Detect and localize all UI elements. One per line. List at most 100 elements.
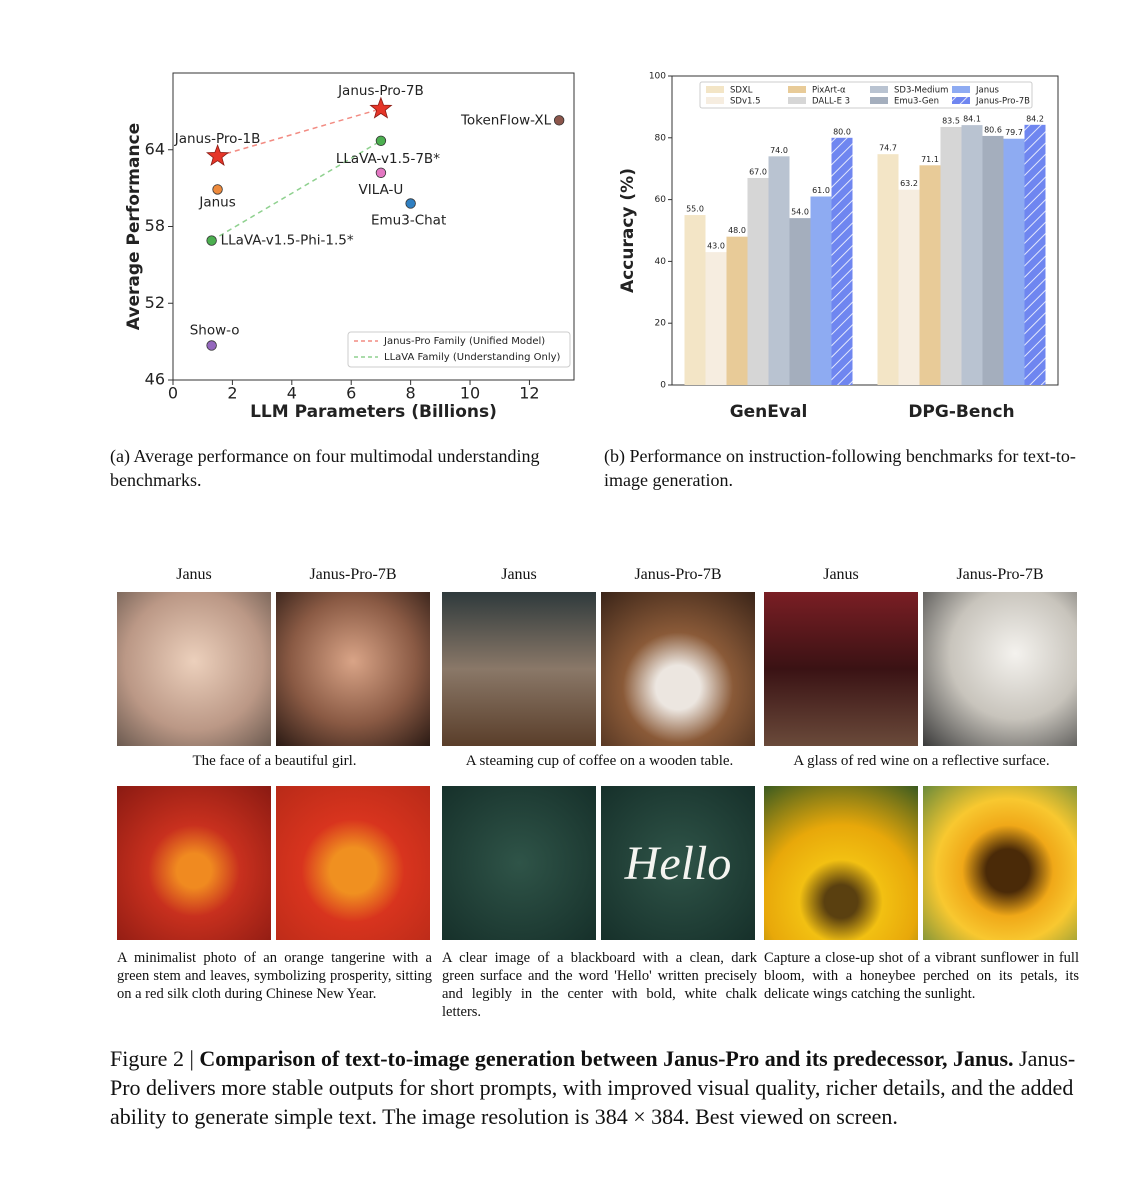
legend-swatch [952, 86, 970, 93]
y-tick-label: 64 [145, 139, 165, 158]
x-tick-label: 4 [287, 384, 297, 403]
prompt: A glass of red wine on a reflective surf… [793, 753, 1050, 769]
point-label: LLaVA-v1.5-7B* [336, 151, 440, 167]
bar [810, 196, 832, 385]
point-label: LLaVA-v1.5-Phi-1.5* [221, 233, 354, 249]
caption-a: (a) Average performance on four multimod… [110, 446, 540, 490]
bar [1003, 138, 1025, 385]
bar [684, 215, 706, 385]
point-label: Janus-Pro-1B [174, 131, 261, 147]
legend-hatch [952, 97, 970, 104]
generated-image: Hello [601, 786, 755, 940]
bar [705, 252, 727, 385]
legend-label: PixArt-α [812, 86, 846, 96]
point [206, 235, 217, 246]
bar [961, 125, 983, 386]
value-label: 74.0 [770, 146, 788, 155]
figure-body: Janus-Pro delivers more stable outputs f… [110, 1046, 1076, 1129]
legend-box [699, 81, 1033, 109]
value-label: 63.2 [900, 179, 918, 188]
generated-image [117, 592, 271, 746]
y-axis-label: Accuracy (%) [618, 168, 638, 293]
family-line [211, 140, 382, 242]
legend-box [347, 331, 571, 368]
generated-image [276, 786, 430, 940]
legend-label: SDv1.5 [730, 97, 761, 107]
bar [898, 189, 920, 385]
legend-swatch [870, 86, 888, 93]
y-axis-label: Average Performance [124, 123, 144, 330]
generated-image [442, 786, 596, 940]
value-label: 80.0 [833, 127, 851, 136]
bar [940, 126, 962, 386]
figure-title: Comparison of text-to-image generation b… [199, 1046, 1014, 1071]
y-tick-label: 58 [145, 216, 165, 235]
value-label: 80.6 [984, 125, 1002, 134]
legend-label: Emu3-Gen [894, 97, 939, 107]
generated-image [601, 592, 755, 746]
legend-label: DALL-E 3 [812, 97, 850, 107]
legend-label: Janus-Pro-7B [975, 97, 1030, 107]
bar [726, 236, 748, 385]
point [375, 167, 387, 178]
bar [919, 165, 941, 385]
x-tick-label: 0 [168, 384, 178, 403]
x-tick-label: 10 [460, 384, 480, 403]
value-label: 43.0 [707, 242, 725, 251]
legend-label: SD3-Medium [894, 86, 948, 96]
prompt: A steaming cup of coffee on a wooden tab… [465, 753, 734, 769]
y-tick-label: 52 [145, 293, 165, 312]
generated-image [923, 786, 1077, 940]
point-star [206, 143, 230, 166]
y-tick-label: 100 [649, 72, 666, 82]
legend-swatch [788, 97, 806, 104]
generated-image [442, 592, 596, 746]
point [375, 135, 387, 146]
y-tick-label: 20 [655, 319, 667, 329]
value-label: 67.0 [749, 167, 767, 176]
bar [747, 177, 769, 385]
value-label: 54.0 [791, 208, 809, 217]
caption-b: (b) Performance on instruction-following… [604, 446, 1076, 490]
category-label: DPG-Bench [908, 402, 1014, 422]
point-label: TokenFlow-XL [460, 112, 552, 128]
generated-image [923, 592, 1077, 746]
column-header: Janus [823, 566, 859, 583]
column-header: Janus [501, 566, 537, 583]
prompt: Capture a close-up shot of a vibrant sun… [764, 950, 1079, 1002]
x-tick-label: 12 [519, 384, 539, 403]
column-header: Janus [176, 566, 212, 583]
column-header: Janus-Pro-7B [634, 566, 722, 583]
value-label: 48.0 [728, 226, 746, 235]
plot-frame [671, 75, 1059, 386]
generated-image [764, 592, 918, 746]
generated-image [117, 786, 271, 940]
value-label: 84.1 [963, 115, 981, 124]
y-tick-label: 80 [655, 133, 667, 143]
legend-label: SDXL [730, 86, 753, 96]
prompt: A minimalist photo of an orange tangerin… [117, 950, 432, 1002]
value-label: 55.0 [686, 205, 704, 214]
figure-caption: Figure 2 | Comparison of text-to-image g… [110, 1044, 1090, 1131]
bar [789, 218, 811, 385]
y-tick-label: 40 [655, 257, 667, 267]
bar [768, 156, 790, 385]
value-label: 79.7 [1005, 128, 1023, 137]
point-label: VILA-U [359, 182, 404, 198]
point [206, 340, 217, 351]
legend-swatch [706, 97, 724, 104]
bar-hatch [831, 137, 853, 385]
bar-hatch [1024, 124, 1046, 386]
y-tick-label: 46 [145, 370, 165, 389]
legend-swatch [788, 86, 806, 93]
figure-label: Figure 2 | [110, 1046, 194, 1071]
x-axis-label: LLM Parameters (Billions) [250, 402, 497, 422]
y-tick-label: 0 [660, 381, 666, 391]
bar [982, 135, 1004, 385]
point-label: Show-o [190, 322, 240, 338]
value-label: 84.2 [1026, 114, 1044, 123]
family-line [217, 108, 382, 157]
chalk-text: Hello [624, 836, 732, 890]
point-star [369, 96, 393, 119]
prompt: A clear image of a blackboard with a cle… [442, 950, 757, 1020]
